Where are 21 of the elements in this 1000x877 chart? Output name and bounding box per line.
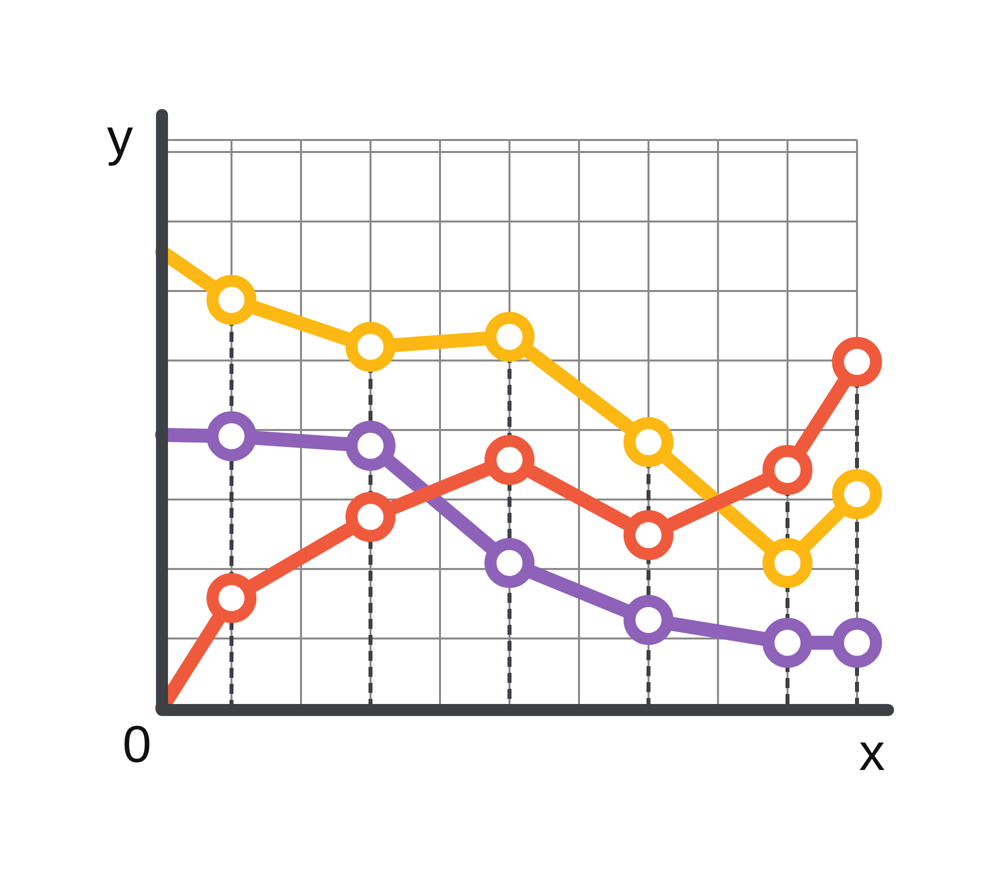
- point: [484, 434, 534, 485]
- point: [762, 618, 812, 668]
- point: [832, 469, 882, 520]
- point: [832, 336, 882, 387]
- point: [762, 538, 812, 588]
- point: [484, 538, 534, 588]
- point: [206, 274, 256, 325]
- point: [762, 444, 812, 495]
- point: [484, 312, 534, 362]
- y-axis-title: y: [107, 109, 133, 167]
- point: [832, 618, 882, 668]
- point: [624, 510, 674, 560]
- text: 0: [122, 716, 152, 774]
- point: [206, 411, 256, 462]
- point: [624, 417, 674, 468]
- point: [206, 573, 256, 624]
- point: [624, 594, 674, 645]
- point: [346, 492, 396, 542]
- point: [346, 322, 396, 372]
- x-axis-title: x: [859, 724, 885, 782]
- point: [346, 420, 396, 471]
